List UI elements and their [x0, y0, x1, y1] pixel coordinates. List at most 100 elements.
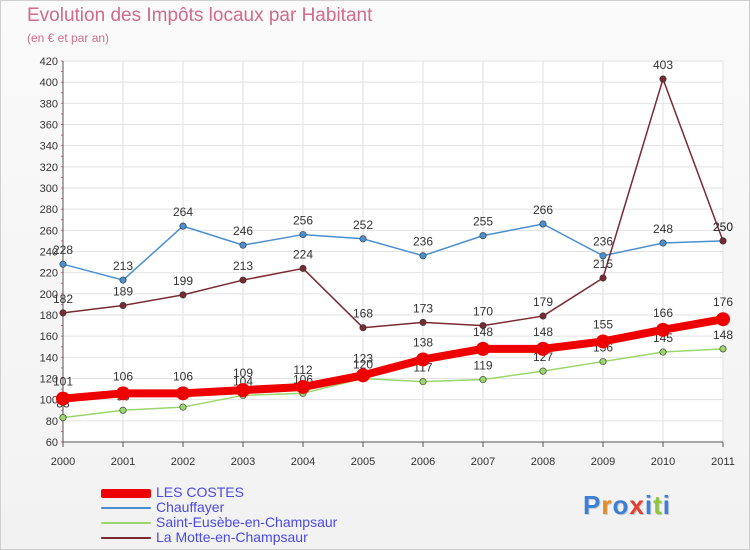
data-label-la-motte-en-champsaur: 173 [413, 301, 433, 315]
data-label-la-motte-en-champsaur: 179 [533, 295, 553, 309]
data-label-les-costes: 148 [533, 325, 553, 339]
x-tick-label: 2007 [471, 456, 495, 468]
data-point-saint-eusebe-en-champsaur [179, 403, 187, 411]
data-label-saint-eusebe-en-champsaur: 104 [233, 374, 253, 388]
data-point-les-costes [356, 368, 370, 383]
y-tick-label: 140 [40, 352, 58, 364]
data-label-les-costes: 155 [593, 317, 613, 331]
series-line-les-costes [59, 315, 727, 403]
data-label-chauffayer: 236 [593, 235, 613, 249]
legend-label-chauffayer: Chauffayer [156, 499, 225, 515]
x-tick-label: 2004 [291, 456, 315, 468]
data-label-la-motte-en-champsaur: 224 [293, 247, 313, 261]
data-point-saint-eusebe-en-champsaur [419, 378, 427, 386]
y-tick-label: 320 [40, 162, 58, 174]
data-point-les-costes [596, 334, 610, 349]
data-label-chauffayer: 250 [713, 220, 733, 234]
legend-label-les-costes: LES COSTES [156, 484, 244, 500]
x-tick-label: 2002 [171, 456, 195, 468]
x-tick-label: 2010 [651, 456, 675, 468]
data-point-saint-eusebe-en-champsaur [479, 376, 487, 384]
data-point-saint-eusebe-en-champsaur [119, 406, 127, 414]
data-point-saint-eusebe-en-champsaur [599, 358, 607, 366]
data-label-les-costes: 176 [713, 295, 733, 309]
data-point-les-costes [536, 341, 550, 356]
data-label-les-costes: 138 [413, 335, 433, 349]
data-point-la-motte-en-champsaur [359, 324, 367, 332]
data-label-chauffayer: 228 [53, 243, 73, 257]
x-tick-label: 2001 [111, 456, 135, 468]
x-tick-label: 2005 [351, 456, 375, 468]
data-label-saint-eusebe-en-champsaur: 120 [353, 358, 373, 372]
y-tick-label: 180 [40, 310, 58, 322]
data-point-chauffayer [359, 235, 367, 243]
data-label-les-costes: 112 [293, 363, 312, 377]
x-tick-label: 2000 [51, 456, 75, 468]
data-label-la-motte-en-champsaur: 182 [53, 292, 73, 306]
data-label-chauffayer: 252 [353, 218, 373, 232]
x-tick-label: 2006 [411, 456, 435, 468]
data-label-chauffayer: 213 [113, 259, 133, 273]
data-point-chauffayer [59, 260, 67, 268]
y-tick-label: 160 [40, 331, 58, 343]
data-point-chauffayer [659, 239, 667, 247]
data-point-saint-eusebe-en-champsaur [59, 414, 67, 422]
data-point-la-motte-en-champsaur [719, 237, 727, 245]
chart-subtitle: (en € et par an) [27, 31, 110, 45]
data-point-la-motte-en-champsaur [419, 318, 427, 326]
data-point-la-motte-en-champsaur [59, 309, 67, 317]
data-point-chauffayer [299, 231, 307, 239]
y-tick-label: 80 [46, 416, 58, 428]
data-label-la-motte-en-champsaur: 213 [233, 259, 253, 273]
y-tick-label: 360 [40, 120, 58, 132]
data-point-les-costes [476, 341, 490, 356]
y-tick-label: 280 [40, 204, 58, 216]
x-tick-label: 2009 [591, 456, 615, 468]
legend-label-la-motte: La Motte-en-Champsaur [156, 529, 308, 545]
data-point-la-motte-en-champsaur [299, 264, 307, 272]
legend-swatch-la-motte [101, 537, 151, 539]
data-point-chauffayer [239, 241, 247, 249]
data-label-les-costes: 101 [53, 375, 73, 389]
data-point-la-motte-en-champsaur [119, 301, 127, 309]
y-tick-label: 240 [40, 247, 58, 259]
data-point-chauffayer [539, 220, 547, 228]
legend-swatch-les-costes [101, 489, 151, 498]
data-point-saint-eusebe-en-champsaur [539, 367, 547, 375]
y-tick-label: 60 [46, 437, 58, 449]
data-label-saint-eusebe-en-champsaur: 148 [713, 328, 733, 342]
data-label-la-motte-en-champsaur: 168 [353, 307, 373, 321]
data-point-la-motte-en-champsaur [599, 274, 607, 282]
data-label-la-motte-en-champsaur: 189 [113, 284, 133, 298]
series-line-chauffayer [62, 223, 724, 281]
y-tick-label: 380 [40, 98, 58, 110]
data-point-la-motte-en-champsaur [479, 322, 487, 330]
y-tick-label: 300 [40, 183, 58, 195]
data-label-chauffayer: 264 [173, 205, 193, 219]
legend-swatch-saint-eusebe [101, 522, 151, 524]
y-tick-label: 340 [40, 141, 58, 153]
legend-swatch-chauffayer [101, 507, 151, 509]
y-tick-label: 420 [40, 56, 58, 68]
data-point-chauffayer [419, 252, 427, 260]
data-point-les-costes [176, 386, 190, 401]
y-tick-label: 220 [40, 268, 58, 280]
data-label-les-costes: 109 [233, 366, 253, 380]
data-point-la-motte-en-champsaur [659, 75, 667, 83]
data-point-la-motte-en-champsaur [539, 312, 547, 320]
proxiti-logo: Proxiti [583, 490, 671, 520]
data-point-les-costes [416, 352, 430, 367]
data-label-chauffayer: 256 [293, 214, 313, 228]
data-point-les-costes [296, 379, 310, 394]
data-point-les-costes [116, 386, 130, 401]
data-label-les-costes: 106 [113, 369, 133, 383]
data-point-les-costes [656, 322, 670, 337]
data-label-les-costes: 148 [473, 325, 493, 339]
data-point-saint-eusebe-en-champsaur [719, 345, 727, 353]
data-label-saint-eusebe-en-champsaur: 119 [473, 359, 492, 373]
x-tick-label: 2011 [711, 456, 735, 468]
y-tick-label: 200 [40, 289, 58, 301]
legend-label-saint-eusebe: Saint-Eusèbe-en-Champsaur [156, 514, 338, 530]
